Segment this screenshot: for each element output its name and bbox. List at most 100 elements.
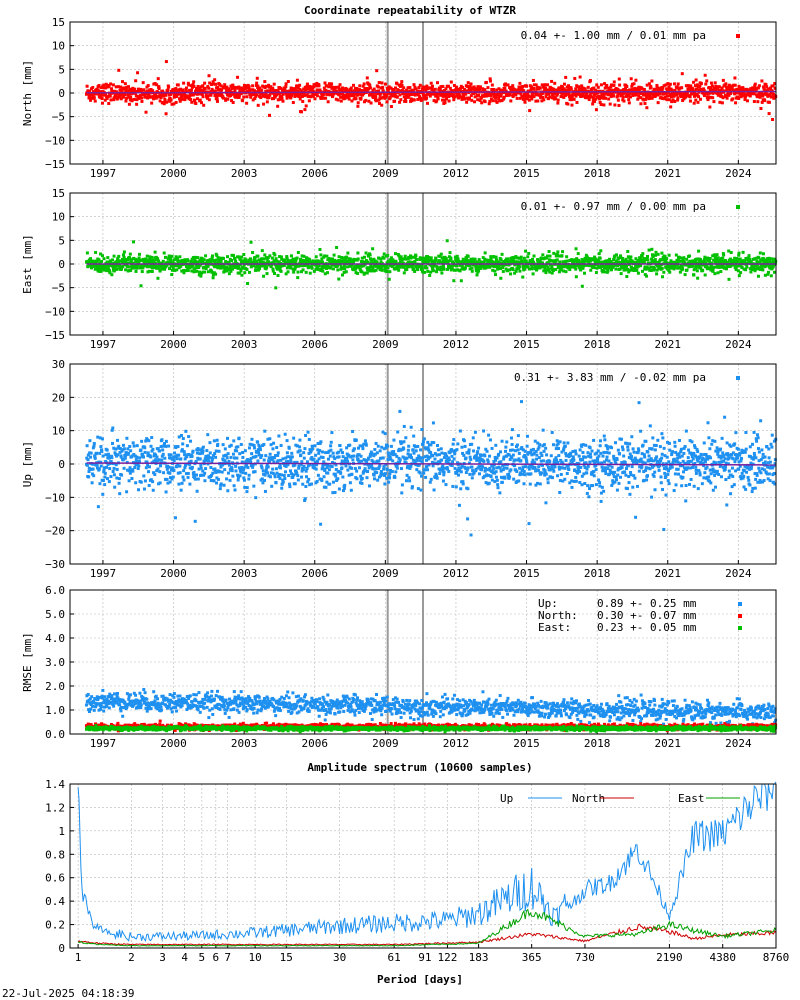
data-point: [664, 91, 668, 95]
data-point: [446, 260, 450, 264]
data-point: [132, 444, 136, 448]
data-point: [647, 82, 651, 86]
data-point: [158, 449, 162, 453]
data-point: [177, 453, 181, 457]
data-point: [555, 258, 559, 262]
data-point: [548, 270, 552, 274]
data-point: [121, 80, 125, 84]
data-point: [596, 85, 600, 89]
data-point: [354, 97, 358, 101]
data-point: [251, 251, 255, 255]
data-point: [760, 79, 764, 83]
data-point: [763, 99, 767, 103]
data-point: [226, 268, 230, 272]
data-point: [270, 256, 274, 260]
data-point: [378, 263, 382, 267]
data-point: [546, 254, 550, 258]
data-point: [676, 98, 680, 102]
data-point: [85, 456, 89, 460]
data-point: [678, 256, 682, 260]
data-point: [288, 92, 292, 96]
data-point: [317, 263, 321, 267]
data-point: [85, 251, 89, 255]
data-point: [220, 88, 224, 92]
data-point: [277, 264, 281, 268]
data-point: [721, 96, 725, 100]
data-point: [472, 100, 476, 104]
data-point: [592, 86, 596, 90]
data-point: [694, 78, 698, 82]
data-point: [456, 258, 460, 262]
data-point: [273, 95, 277, 99]
data-point: [126, 447, 130, 451]
y-tick-label: 5: [58, 234, 65, 247]
data-point: [288, 89, 292, 93]
data-point: [595, 83, 599, 87]
data-point: [129, 259, 133, 263]
data-point: [510, 85, 514, 89]
data-point: [550, 86, 554, 90]
data-point: [494, 95, 498, 99]
data-point: [603, 264, 607, 268]
data-point: [455, 85, 459, 89]
data-point: [402, 271, 406, 275]
data-point: [669, 105, 673, 109]
data-point: [143, 479, 147, 483]
data-point: [188, 94, 192, 98]
data-point: [645, 265, 649, 269]
data-point: [711, 269, 715, 273]
data-point: [192, 473, 196, 477]
data-point: [684, 95, 688, 99]
x-tick-label: 2009: [372, 167, 399, 180]
data-point: [508, 268, 512, 272]
data-point: [331, 267, 335, 271]
data-point: [545, 256, 549, 260]
data-point: [468, 267, 472, 271]
data-point: [522, 94, 526, 98]
data-point: [115, 90, 119, 94]
data-point: [414, 265, 418, 269]
data-point: [215, 476, 219, 480]
data-point: [364, 251, 368, 255]
data-point: [643, 265, 647, 269]
data-point: [647, 92, 651, 96]
data-point: [379, 96, 383, 100]
data-point: [619, 272, 623, 276]
data-point: [645, 274, 649, 278]
data-point: [733, 256, 737, 260]
data-point: [157, 87, 161, 91]
data-point: [363, 86, 367, 90]
data-point: [255, 81, 259, 85]
data-point: [648, 268, 652, 272]
data-point: [305, 256, 309, 260]
data-point: [526, 265, 530, 269]
data-point: [411, 89, 415, 93]
data-point: [532, 254, 536, 258]
data-point: [491, 260, 495, 264]
data-point: [411, 263, 415, 267]
data-point: [660, 266, 664, 270]
data-point: [524, 249, 528, 253]
data-point: [136, 263, 140, 267]
data-point: [121, 443, 125, 447]
data-point: [265, 100, 269, 104]
data-point: [766, 270, 770, 274]
data-point: [488, 99, 492, 103]
data-point: [399, 255, 403, 259]
data-point: [272, 251, 276, 255]
data-point: [496, 92, 500, 96]
data-point: [119, 259, 123, 263]
data-point: [381, 89, 385, 93]
data-points-up: [84, 400, 778, 537]
data-point: [123, 93, 127, 97]
spectrum-title: Amplitude spectrum (10600 samples): [307, 761, 532, 774]
data-point: [214, 82, 218, 86]
data-point: [409, 97, 413, 101]
data-point: [566, 102, 570, 106]
data-point: [297, 91, 301, 95]
data-point: [503, 86, 507, 90]
x-tick-label: 2018: [584, 338, 611, 351]
data-point: [716, 86, 720, 90]
data-point: [598, 256, 602, 260]
x-tick-label: 2009: [372, 338, 399, 351]
